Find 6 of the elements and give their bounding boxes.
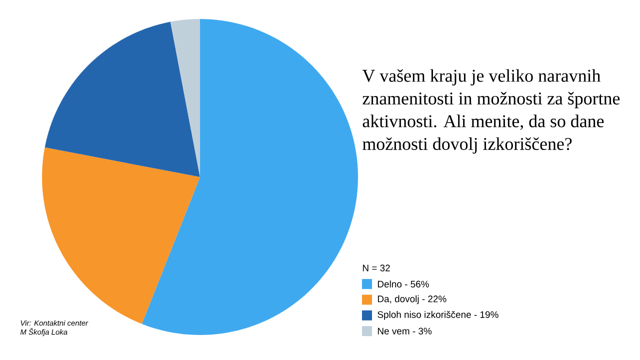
legend-label: Delno - 56% <box>378 280 429 288</box>
legend-label: Sploh niso izkoriščene - 19% <box>378 310 498 320</box>
text: N = 32 <box>362 264 390 272</box>
legend-label: Ne vem - 3% <box>378 328 432 334</box>
legend-label: Da, dovolj - 22% <box>378 295 446 304</box>
text: V vašem kraju je veliko naravnih znamenitosti in možnosti za športne aktivnosti. Ali menite, da so dane možnosti dovolj izkoriščene? <box>362 69 620 154</box>
